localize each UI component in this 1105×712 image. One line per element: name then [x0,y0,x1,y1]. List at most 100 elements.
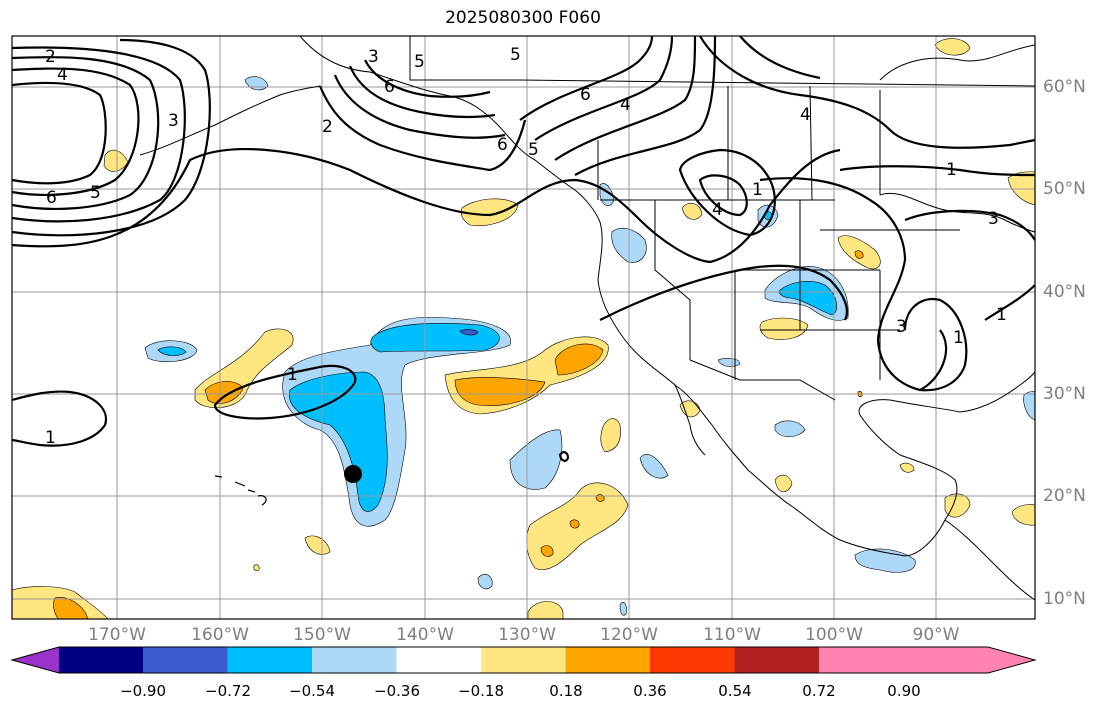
lon-label: 150°W [293,625,351,645]
yellow-blob-mex-4 [944,493,971,518]
contour-plains-2 [919,329,948,391]
lon-label: 160°W [191,625,249,645]
contour-alaska-3 [348,65,496,119]
contour-west-6 [11,81,107,185]
contour-gulf-4 [574,35,717,176]
colorbar-segment [396,647,481,673]
colorbar-tick-label: 0.54 [718,682,752,700]
contour-label: 3 [896,317,907,337]
mexico-border [689,359,836,401]
colorbar-segment [59,647,143,673]
yellow-bottom [527,601,564,620]
colorbar-tick-label: −0.90 [120,682,166,700]
colorbar-tick-label: 0.90 [887,682,921,700]
island [214,475,223,478]
contour-pacific-small [558,451,570,462]
colorbar-tick-label: −0.72 [205,682,251,700]
hudson-bay [879,44,1036,81]
colorbar-tick-label: 0.18 [549,682,583,700]
blue-blob-east-2 [639,454,669,479]
colorbar-tick-label: −0.36 [374,682,420,700]
contour-label: 5 [414,52,425,72]
contour-label: 4 [712,200,723,220]
contour-label: 5 [528,140,539,160]
gridlines [12,36,1035,619]
yellow-blob-mex-2 [774,474,793,493]
contour-label: 2 [45,47,56,67]
lat-label: 50°N [1043,179,1086,199]
lat-label: 10°N [1043,589,1086,609]
hawaii-islands [214,475,267,506]
contour-label: 1 [996,305,1007,325]
colorbar-tick-label: −0.18 [458,682,504,700]
contour-label: 1 [752,180,763,200]
contour-west-4 [11,55,160,210]
yellow-blob-ne-1 [934,38,971,56]
contour-label: 6 [580,85,591,105]
orange-dot-south-2 [569,519,580,529]
contour-label: 3 [368,47,379,67]
blue-region [289,371,388,512]
contour-hudson [699,35,1036,149]
contour-east-2 [904,209,1036,241]
yellow-blob-sw [304,535,331,555]
colorbar-segment [650,647,735,673]
yellow-blob-gulf-ak [460,198,519,226]
contour-label: 5 [90,183,101,203]
alaska-coast [299,35,601,223]
contour-label: 1 [946,160,957,180]
island [247,489,256,493]
contour-alaska-4 [364,59,491,98]
colorbar-segment [819,647,988,673]
contour-label: 6 [384,77,395,97]
colorbar-segment [734,647,819,673]
gulf-coast [858,371,1036,557]
blue-dot-s [619,602,627,616]
colorbar [10,646,1037,674]
contour-plains [759,177,968,392]
contour-label: 3 [988,209,999,229]
aleutians [139,85,321,156]
chart-title: 2025080300 F060 [445,8,601,28]
contour-gulf-2 [534,35,674,141]
contour-alaska-1 [318,85,527,172]
contour-label: 3 [168,111,179,131]
contour-main [11,148,841,264]
contour-label: 1 [287,365,298,385]
lon-label: 90°W [912,625,960,645]
contour-rockies [599,264,848,321]
blue-blob-mex-1 [774,420,806,438]
anomaly-fills [11,38,1036,620]
contour-east [839,165,1036,177]
contour-label: 6 [497,135,508,155]
contour-east-3 [984,284,1036,321]
contour-label: 6 [46,188,57,208]
colorbar-tick-label: 0.36 [633,682,667,700]
contour-west-2 [11,38,211,237]
canada-provinces [597,85,881,201]
colorbar-tick-label: −0.54 [289,682,335,700]
lat-label: 60°N [1043,77,1086,97]
contour-hudson-2 [739,35,821,80]
colorbar-segment [312,647,397,673]
contour-pacific-left [11,390,108,447]
contour-label: 4 [800,105,811,125]
colorbar-outline [10,646,1037,674]
contour-gulf-3 [554,35,697,161]
west-coast [597,221,901,556]
lat-label: 20°N [1043,486,1086,506]
contour-label: 4 [57,65,68,85]
contours [11,35,1036,462]
island [257,495,267,506]
contour-label: 5 [510,45,521,65]
colorbar-tick-label: 0.72 [802,682,836,700]
lon-label: 140°W [396,625,454,645]
lat-label: 40°N [1043,282,1086,302]
contour-west-3 [11,46,186,223]
lat-label: 30°N [1043,384,1086,404]
orange-region-2 [554,343,604,376]
orange-blob-west [204,381,244,404]
lon-label: 100°W [805,625,863,645]
yellow-blob-mex [600,418,621,453]
